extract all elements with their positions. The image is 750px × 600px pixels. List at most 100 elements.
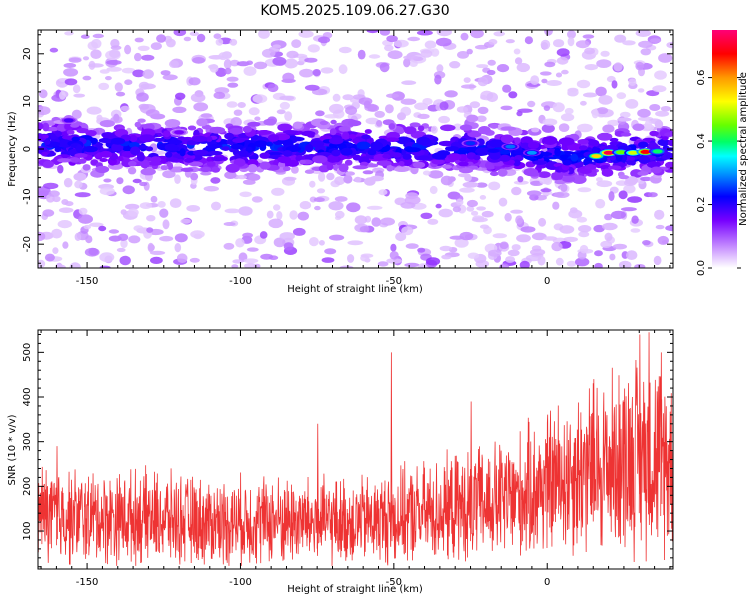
- heatmap-cell: [44, 139, 51, 145]
- heatmap-cell: [470, 30, 484, 39]
- heatmap-cell: [464, 174, 472, 182]
- heatmap-cells: [38, 30, 673, 268]
- heatmap-cell: [395, 128, 405, 135]
- heatmap-cell: [110, 45, 122, 50]
- heatmap-cell: [559, 154, 569, 160]
- heatmap-cell: [160, 70, 171, 76]
- heatmap-cell: [224, 67, 232, 75]
- heatmap-cell: [176, 253, 188, 263]
- heatmap-cell: [622, 40, 636, 46]
- heatmap-cell: [476, 206, 486, 211]
- heatmap-cell: [331, 149, 341, 157]
- heatmap-cell: [657, 138, 670, 147]
- heatmap-cell: [276, 211, 283, 220]
- heatmap-cell: [238, 206, 253, 216]
- heatmap-cell: [526, 190, 542, 197]
- heatmap-cell: [138, 103, 150, 110]
- heatmap-cell: [211, 201, 221, 211]
- heatmap-cell: [320, 67, 334, 74]
- heatmap-cell: [71, 136, 80, 142]
- heatmap-cell: [504, 212, 512, 222]
- heatmap-cell: [357, 49, 366, 60]
- heatmap-cell: [48, 190, 60, 197]
- heatmap-cell: [259, 152, 271, 159]
- heatmap-cell: [299, 159, 306, 164]
- heatmap-peak: [640, 149, 651, 154]
- heatmap-cell: [266, 210, 274, 219]
- heatmap-cell: [552, 201, 560, 210]
- heatmap-cell: [379, 62, 390, 73]
- heatmap-cell: [554, 191, 570, 198]
- heatmap-cell: [147, 242, 154, 253]
- heatmap-peak: [526, 150, 537, 155]
- heatmap-cell: [652, 85, 667, 93]
- heatmap-cell: [54, 146, 62, 153]
- heatmap-cell: [397, 112, 406, 121]
- heatmap-cell: [434, 74, 442, 85]
- heatmap-cell: [319, 120, 329, 126]
- heatmap-cell: [348, 134, 357, 139]
- heatmap-cell: [555, 257, 564, 266]
- colorbar-tick-label: 0.0: [696, 260, 707, 276]
- heatmap-cell: [114, 82, 123, 92]
- heatmap-cell: [307, 44, 320, 53]
- snr-xlabel: Height of straight line (km): [287, 584, 423, 595]
- heatmap-cell: [345, 171, 355, 176]
- heatmap-cell: [128, 235, 141, 244]
- heatmap-cell: [661, 136, 669, 141]
- heatmap-cell: [499, 241, 509, 250]
- heatmap-cell: [206, 161, 216, 167]
- heatmap-cell: [312, 69, 321, 77]
- colorbar: 0.0 0.2 0.4 0.6 Normalized spectral amplitu…: [696, 30, 749, 276]
- heatmap-cell: [414, 102, 429, 111]
- heatmap-cell: [329, 128, 337, 136]
- heatmap-cell: [51, 228, 63, 239]
- heatmap-cell: [552, 102, 565, 113]
- heatmap-cell: [304, 84, 320, 91]
- heatmap-cell: [488, 181, 501, 191]
- heatmap-cell: [378, 189, 388, 196]
- chart-title: KOM5.2025.109.06.27.G30: [260, 3, 449, 19]
- heatmap-cell: [99, 187, 115, 196]
- colorbar-tick-label: 0.4: [696, 133, 707, 149]
- heatmap-cell: [248, 173, 261, 181]
- heatmap-cell: [460, 32, 469, 41]
- heatmap-cell: [223, 222, 236, 226]
- heatmap-cell: [120, 105, 130, 112]
- heatmap-cell: [74, 180, 83, 189]
- heatmap-cell: [292, 121, 303, 129]
- heatmap-cell: [658, 53, 673, 63]
- heatmap-cell: [70, 123, 80, 128]
- heatmap-cell: [428, 170, 444, 179]
- heatmap-cell: [191, 135, 208, 142]
- heatmap-cell: [543, 136, 558, 145]
- heatmap-cell: [490, 123, 499, 129]
- heatmap-cell: [463, 77, 471, 83]
- heatmap-cell: [146, 227, 154, 233]
- heatmap-cell: [313, 197, 325, 203]
- heatmap-cell: [134, 37, 144, 43]
- heatmap-cell: [508, 91, 518, 99]
- heatmap-cell: [604, 213, 613, 221]
- heatmap-cell: [561, 69, 569, 75]
- heatmap-cell: [223, 59, 232, 69]
- heatmap-cell: [117, 233, 129, 241]
- heatmap-cell: [416, 136, 431, 146]
- heatmap-cell: [230, 117, 242, 127]
- heatmap-cell: [447, 153, 462, 161]
- heatmap-cell: [638, 155, 651, 164]
- heatmap-cell: [514, 137, 521, 145]
- heatmap-cell: [174, 174, 181, 184]
- heatmap-cell: [156, 34, 167, 43]
- heatmap-peak: [603, 150, 614, 155]
- heatmap-cell: [284, 111, 293, 121]
- heatmap-cell: [642, 240, 651, 246]
- heatmap-cell: [596, 180, 613, 188]
- heatmap-cell: [664, 132, 673, 137]
- heatmap-cell: [584, 164, 597, 170]
- heatmap-cell: [69, 262, 81, 268]
- heatmap-cell: [364, 177, 376, 186]
- heatmap-cell: [200, 166, 212, 172]
- heatmap-cell: [360, 142, 367, 149]
- heatmap-cell: [243, 66, 257, 76]
